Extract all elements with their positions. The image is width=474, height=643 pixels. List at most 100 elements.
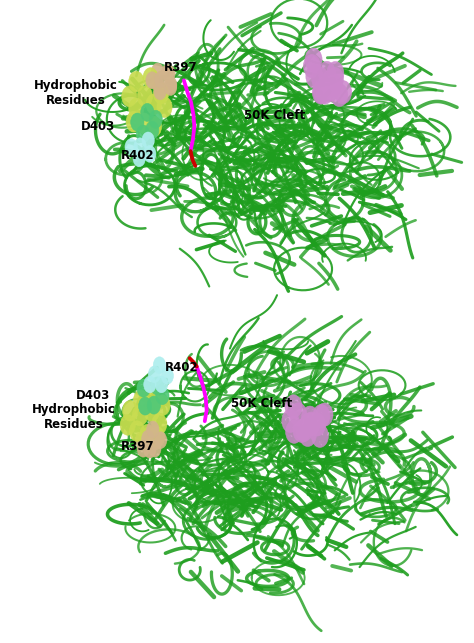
Circle shape <box>301 413 318 437</box>
Circle shape <box>149 433 162 449</box>
Circle shape <box>327 62 344 85</box>
Circle shape <box>144 387 159 408</box>
Circle shape <box>137 379 150 397</box>
Circle shape <box>123 401 138 421</box>
Circle shape <box>138 397 152 415</box>
Circle shape <box>295 419 312 442</box>
Circle shape <box>120 415 136 435</box>
Circle shape <box>311 67 328 90</box>
Circle shape <box>144 441 156 458</box>
Circle shape <box>301 406 319 429</box>
Circle shape <box>129 421 145 441</box>
Circle shape <box>161 368 173 385</box>
Circle shape <box>153 357 165 374</box>
Text: R402: R402 <box>121 149 155 162</box>
Text: R397: R397 <box>164 61 197 74</box>
Circle shape <box>156 386 169 404</box>
Circle shape <box>319 73 336 96</box>
Circle shape <box>129 98 144 119</box>
Circle shape <box>155 395 170 415</box>
Circle shape <box>331 84 348 107</box>
Circle shape <box>311 424 328 448</box>
Circle shape <box>129 71 144 92</box>
Circle shape <box>156 83 169 100</box>
Text: D403: D403 <box>76 389 110 402</box>
Text: Hydrophobic
Residues: Hydrophobic Residues <box>32 403 115 431</box>
Circle shape <box>312 81 329 104</box>
Circle shape <box>155 71 167 87</box>
Circle shape <box>142 132 154 149</box>
Circle shape <box>154 83 166 100</box>
Circle shape <box>164 77 177 93</box>
Circle shape <box>161 65 173 82</box>
Circle shape <box>125 139 137 156</box>
Circle shape <box>149 110 162 128</box>
Circle shape <box>327 68 344 91</box>
Circle shape <box>134 138 146 154</box>
Text: R402: R402 <box>165 361 199 374</box>
Circle shape <box>140 424 155 445</box>
Circle shape <box>309 413 326 436</box>
Circle shape <box>137 440 149 457</box>
Circle shape <box>325 74 342 97</box>
Circle shape <box>149 440 161 457</box>
Circle shape <box>306 65 323 88</box>
Circle shape <box>321 78 338 102</box>
Circle shape <box>282 410 299 433</box>
Circle shape <box>316 403 333 426</box>
Circle shape <box>313 404 330 428</box>
Circle shape <box>144 376 156 393</box>
Circle shape <box>157 97 172 118</box>
Circle shape <box>146 72 158 89</box>
Circle shape <box>300 413 317 436</box>
Circle shape <box>305 48 322 71</box>
Text: Hydrophobic
Residues: Hydrophobic Residues <box>34 79 118 107</box>
Circle shape <box>142 430 154 447</box>
Circle shape <box>135 432 147 449</box>
Circle shape <box>303 412 320 435</box>
Circle shape <box>290 403 307 426</box>
Circle shape <box>151 74 163 91</box>
Circle shape <box>293 419 310 442</box>
Circle shape <box>316 81 333 104</box>
Circle shape <box>146 421 159 438</box>
Circle shape <box>141 104 154 122</box>
Circle shape <box>137 113 152 134</box>
Circle shape <box>313 80 330 104</box>
Circle shape <box>137 86 153 107</box>
Circle shape <box>152 413 167 434</box>
Circle shape <box>146 121 159 139</box>
Circle shape <box>299 423 316 446</box>
Circle shape <box>131 113 144 131</box>
Circle shape <box>303 55 320 78</box>
Circle shape <box>151 377 164 395</box>
Circle shape <box>126 111 141 132</box>
Text: R397: R397 <box>121 440 155 453</box>
Circle shape <box>132 405 147 426</box>
Circle shape <box>146 94 162 114</box>
Circle shape <box>151 63 164 80</box>
Circle shape <box>137 125 150 143</box>
Circle shape <box>286 420 303 443</box>
Circle shape <box>143 426 155 443</box>
Text: 50K Cleft: 50K Cleft <box>244 109 305 122</box>
Circle shape <box>163 65 175 82</box>
Circle shape <box>155 432 167 449</box>
Circle shape <box>133 390 148 411</box>
Circle shape <box>154 84 169 104</box>
Text: 50K Cleft: 50K Cleft <box>231 397 292 410</box>
Circle shape <box>319 61 336 84</box>
Circle shape <box>144 145 156 162</box>
Circle shape <box>335 80 352 104</box>
Circle shape <box>164 78 177 95</box>
Circle shape <box>146 116 162 137</box>
Circle shape <box>122 86 137 107</box>
Circle shape <box>143 68 158 88</box>
Circle shape <box>147 396 161 414</box>
Circle shape <box>155 376 168 393</box>
Circle shape <box>133 150 146 167</box>
Text: D403: D403 <box>81 120 115 133</box>
Circle shape <box>144 401 159 422</box>
Circle shape <box>285 395 302 418</box>
Circle shape <box>149 427 164 448</box>
